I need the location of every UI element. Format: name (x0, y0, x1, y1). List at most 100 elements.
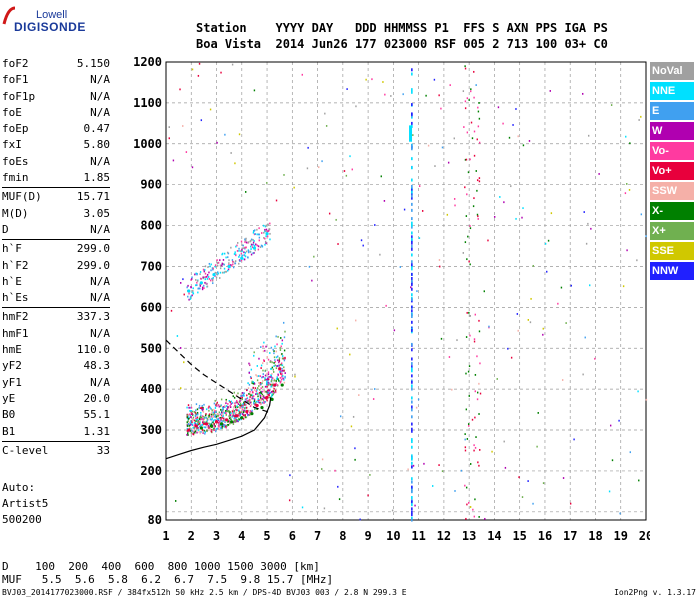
autoscaled-trace-curve (165, 397, 272, 460)
echo-point (263, 236, 265, 239)
echo-point (223, 271, 225, 274)
interference-point (411, 244, 413, 248)
echo-point (262, 380, 264, 382)
echo-point (193, 430, 196, 433)
echo-point (240, 240, 243, 243)
noise-point (418, 237, 421, 239)
echo-point (232, 414, 235, 417)
echo-point (216, 413, 219, 415)
echo-point (267, 378, 269, 380)
echo-point (243, 403, 245, 406)
echo-point (243, 392, 245, 395)
param-row: yE 20.0 (2, 391, 110, 407)
noise-point (464, 100, 467, 103)
param-row: M(D) 3.05 (2, 206, 110, 222)
echo-point (249, 414, 251, 416)
echo-point (235, 394, 238, 397)
x-tick-label: 1 (162, 529, 169, 543)
param-separator (2, 239, 110, 241)
echo-point (204, 268, 206, 271)
noise-point (638, 119, 640, 121)
noise-point (583, 211, 585, 213)
noise-point (454, 490, 456, 492)
echo-point (256, 233, 258, 236)
echo-point (263, 359, 265, 362)
auto-code: 500200 (2, 513, 42, 526)
echo-point (267, 378, 270, 381)
station-header: Station YYYY DAY DDD HHMMSS P1 FFS S AXN… (196, 20, 608, 52)
echo-point (260, 346, 262, 348)
echo-point (281, 339, 284, 342)
echo-point (276, 378, 278, 380)
noise-point (438, 259, 441, 261)
echo-point (244, 401, 246, 404)
echo-point (241, 398, 243, 401)
echo-point (260, 399, 262, 401)
noise-point (350, 425, 353, 428)
echo-point (189, 430, 192, 432)
echo-point (221, 411, 223, 414)
echo-point (247, 382, 249, 385)
series-point-x- (270, 397, 274, 401)
echo-point (198, 287, 200, 290)
echo-point (192, 416, 195, 419)
echo-point (277, 378, 279, 381)
echo-point (262, 362, 264, 365)
echo-point (263, 231, 265, 234)
echo-point (269, 383, 271, 386)
noise-point (469, 227, 472, 230)
echo-point (221, 264, 223, 267)
noise-point (439, 265, 441, 268)
echo-point (194, 273, 196, 276)
noise-point (415, 406, 418, 409)
legend-item-vo-: Vo+ (650, 162, 694, 180)
noise-point (367, 494, 369, 497)
echo-point (272, 348, 274, 351)
echo-point (236, 409, 238, 412)
echo-point (278, 379, 280, 382)
echo-point (265, 345, 267, 348)
param-row: C-level 33 (2, 443, 110, 459)
echo-point (241, 248, 243, 251)
muf-frequency-row: MUF 5.5 5.6 5.8 6.2 6.7 7.5 9.8 15.7 [MH… (2, 573, 334, 586)
noise-point (464, 158, 467, 161)
echo-point (189, 427, 191, 430)
echo-point (199, 271, 202, 273)
noise-point (587, 222, 589, 225)
echo-point (188, 421, 191, 424)
echo-point (186, 286, 188, 289)
echo-point (264, 225, 267, 228)
series-point-vo- (214, 420, 219, 424)
param-name: M(D) (2, 206, 29, 220)
echo-point (228, 409, 230, 412)
echo-point (250, 389, 253, 391)
noise-point (209, 108, 212, 111)
echo-point (243, 414, 245, 417)
echo-point (190, 416, 192, 419)
echo-point (275, 367, 278, 370)
echo-point (261, 382, 263, 385)
interference-point (411, 178, 413, 182)
echo-point (224, 421, 226, 424)
echo-point (219, 413, 222, 416)
echo-point (234, 260, 237, 262)
noise-point (427, 144, 430, 147)
param-value: N/A (90, 73, 110, 87)
echo-point (210, 415, 213, 418)
echo-point (265, 224, 267, 227)
noise-point (473, 515, 476, 518)
echo-point (196, 416, 199, 419)
echo-point (188, 416, 190, 419)
echo-point (253, 389, 256, 391)
echo-point (228, 415, 230, 418)
echo-point (274, 364, 276, 367)
echo-point (226, 251, 229, 254)
noise-point (468, 395, 470, 397)
interference-point (411, 438, 413, 442)
echo-point (187, 295, 189, 298)
noise-point (573, 438, 575, 441)
param-row: fxI 5.80 (2, 137, 110, 153)
param-value: N/A (90, 375, 110, 389)
noise-point (402, 93, 404, 96)
noise-point (328, 212, 331, 215)
